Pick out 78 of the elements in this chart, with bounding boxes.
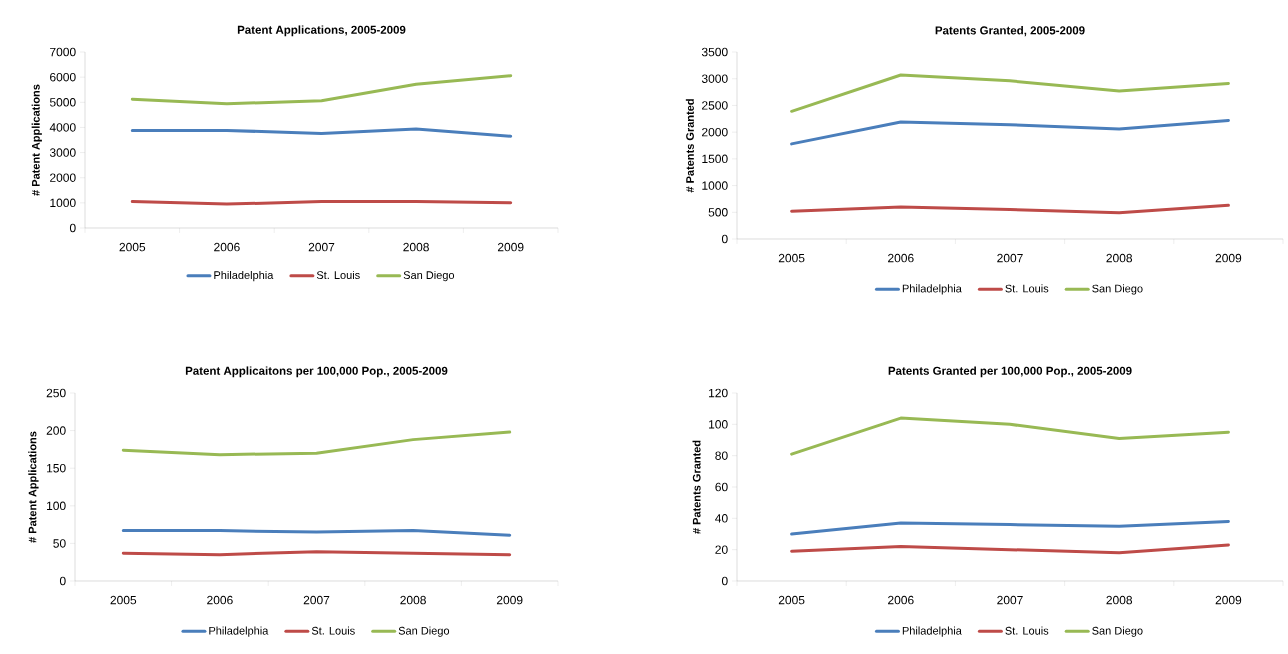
legend-label: San Diego [403,270,455,282]
y-tick-label: 80 [715,451,728,460]
y-tick-label: 1500 [702,154,728,164]
x-tick-label: 2009 [496,595,523,605]
legend-label: Philadelphia [902,284,962,295]
legend-label: Philadelphia [214,270,274,282]
y-tick-label: 1000 [50,198,76,208]
y-tick-label: 40 [715,514,728,523]
legend-label: St. Louis [1005,284,1049,293]
x-tick-label: 2006 [888,595,914,605]
y-tick-label: 2500 [702,101,728,110]
line-series [790,543,1230,555]
line-series [121,430,512,457]
y-tick-label: 6000 [50,72,76,82]
y-tick-label: 120 [709,388,728,398]
x-tick-label: 2006 [207,595,233,605]
y-axis-title: # Patents Granted [685,99,694,193]
legend-label: San Diego [1092,626,1143,637]
x-tick-label: 2008 [1106,253,1133,263]
x-tick-label: 2007 [997,595,1023,605]
y-tick-label: 7000 [50,47,76,57]
y-tick-label: 3000 [701,74,728,83]
x-tick-label: 2008 [1106,595,1133,605]
legend-label: St. Louis [311,626,355,635]
x-tick-label: 2006 [888,253,914,263]
chart-title: Patents Granted per 100,000 Pop., 2005-2009 [888,366,1132,378]
x-tick-label: 2007 [308,242,335,252]
legend-label: Philadelphia [209,626,269,637]
y-axis-title: # Patent Applications [28,431,39,543]
x-tick-label: 2009 [1215,253,1242,263]
x-tick-label: 2007 [997,253,1023,263]
legend-label: San Diego [1092,284,1143,295]
y-tick-label: 100 [47,501,66,511]
y-tick-label: 20 [715,545,728,554]
x-tick-label: 2005 [110,595,137,605]
x-tick-label: 2005 [119,242,146,252]
x-tick-label: 2005 [778,253,805,263]
y-tick-label: 60 [715,482,728,492]
y-tick-label: 0 [59,576,66,586]
y-tick-label: 1000 [702,181,728,190]
chart-title: Patent Applicaitons per 100,000 Pop., 2005-2009 [185,366,448,378]
legend-label: Philadelphia [902,626,962,637]
line-series [790,73,1230,113]
y-tick-label: 2000 [702,127,728,137]
legend-label: St. Louis [316,270,360,279]
x-tick-label: 2007 [303,595,330,605]
line-series [790,118,1230,146]
y-axis-title: # Patents Granted [692,440,701,534]
line-series [130,74,513,106]
y-tick-label: 0 [69,223,76,233]
y-axis-title: # Patent Applications [31,84,42,196]
line-series [790,203,1230,215]
line-series [790,416,1230,456]
legend-label: San Diego [398,626,450,637]
x-tick-label: 2006 [214,242,240,252]
y-tick-label: 2000 [50,173,76,182]
y-tick-label: 150 [47,463,66,473]
x-tick-label: 2008 [403,242,429,252]
x-tick-label: 2005 [778,595,805,605]
y-tick-label: 50 [53,539,66,548]
y-tick-label: 0 [721,234,728,244]
y-tick-label: 5000 [49,98,76,107]
x-tick-label: 2009 [1215,595,1242,605]
y-tick-label: 3500 [701,47,728,57]
x-tick-label: 2009 [497,242,524,252]
x-tick-label: 2008 [400,595,426,605]
y-tick-label: 250 [46,388,66,398]
line-series [130,127,513,138]
legend-label: St. Louis [1005,626,1049,635]
line-series [790,519,1230,536]
y-tick-label: 500 [708,208,728,217]
y-tick-label: 200 [46,426,66,435]
y-tick-label: 3000 [49,148,76,157]
y-tick-label: 100 [709,420,728,429]
chart-title: Patents Granted, 2005-2009 [935,26,1085,37]
y-tick-label: 0 [721,576,728,586]
chart-title: Patent Applications, 2005-2009 [237,25,406,37]
y-tick-label: 4000 [49,123,76,132]
